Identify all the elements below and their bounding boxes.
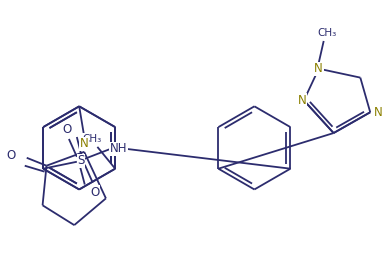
Text: N: N [314,62,323,75]
Text: NH: NH [110,142,127,155]
Text: CH₃: CH₃ [317,28,336,38]
Text: N: N [298,94,306,107]
Text: N: N [80,138,89,150]
Text: N: N [374,106,383,119]
Text: CH₃: CH₃ [83,134,102,144]
Text: O: O [90,186,99,199]
Text: S: S [77,154,85,167]
Text: O: O [6,149,16,162]
Text: O: O [62,123,72,136]
